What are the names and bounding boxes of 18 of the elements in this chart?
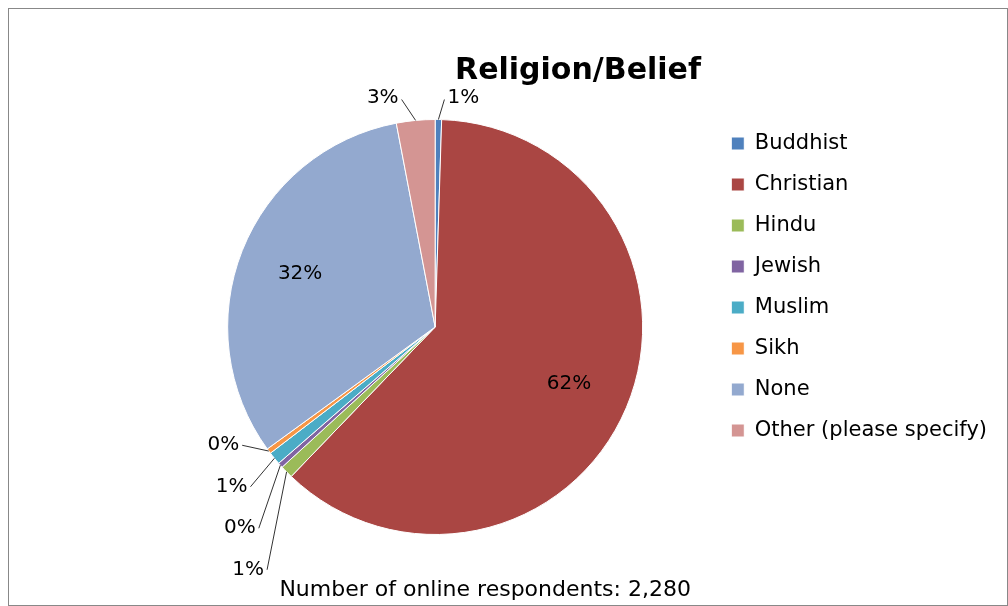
data-label: 1% bbox=[447, 83, 480, 108]
data-label: 0% bbox=[207, 431, 240, 456]
data-label: 1% bbox=[215, 472, 248, 497]
data-label: 1% bbox=[232, 555, 265, 580]
data-label: 32% bbox=[277, 259, 323, 284]
legend-label: None bbox=[754, 375, 810, 400]
legend-label: Other (please specify) bbox=[754, 416, 987, 441]
legend-label: Jewish bbox=[752, 252, 822, 277]
chart-title: Religion/Belief bbox=[455, 50, 702, 86]
data-label: 3% bbox=[366, 83, 399, 108]
text: Number of online respondents: 2,280 bbox=[279, 575, 691, 601]
data-label: 62% bbox=[546, 369, 592, 394]
data-label: 0% bbox=[224, 514, 256, 539]
legend-label: Muslim bbox=[754, 293, 830, 318]
legend-label: Sikh bbox=[754, 334, 800, 359]
legend-label: Hindu bbox=[754, 211, 817, 236]
legend-label: Christian bbox=[754, 170, 849, 195]
legend-label: Buddhist bbox=[754, 129, 848, 154]
